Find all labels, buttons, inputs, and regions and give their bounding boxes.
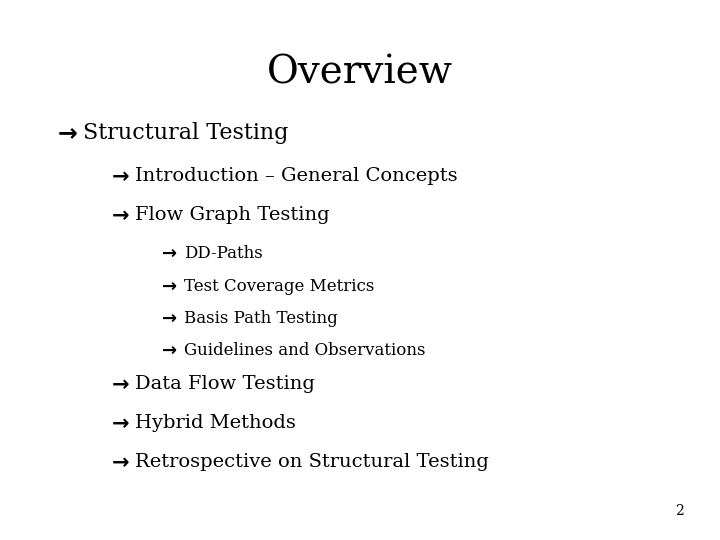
Text: →: → xyxy=(162,342,177,360)
Text: Guidelines and Observations: Guidelines and Observations xyxy=(184,342,425,359)
Text: Introduction – General Concepts: Introduction – General Concepts xyxy=(135,167,458,185)
Text: Basis Path Testing: Basis Path Testing xyxy=(184,310,338,327)
Text: Overview: Overview xyxy=(267,54,453,91)
Text: DD-Paths: DD-Paths xyxy=(184,245,262,262)
Text: →: → xyxy=(162,278,177,295)
Text: →: → xyxy=(112,167,129,187)
Text: →: → xyxy=(58,122,77,145)
Text: →: → xyxy=(112,453,129,472)
Text: Structural Testing: Structural Testing xyxy=(83,122,288,144)
Text: Flow Graph Testing: Flow Graph Testing xyxy=(135,206,330,224)
Text: Test Coverage Metrics: Test Coverage Metrics xyxy=(184,278,374,294)
Text: Hybrid Methods: Hybrid Methods xyxy=(135,414,296,431)
Text: →: → xyxy=(112,375,129,395)
Text: →: → xyxy=(162,310,177,328)
Text: →: → xyxy=(112,414,129,434)
Text: Data Flow Testing: Data Flow Testing xyxy=(135,375,315,393)
Text: →: → xyxy=(112,206,129,226)
Text: Retrospective on Structural Testing: Retrospective on Structural Testing xyxy=(135,453,489,470)
Text: →: → xyxy=(162,245,177,263)
Text: 2: 2 xyxy=(675,504,684,518)
